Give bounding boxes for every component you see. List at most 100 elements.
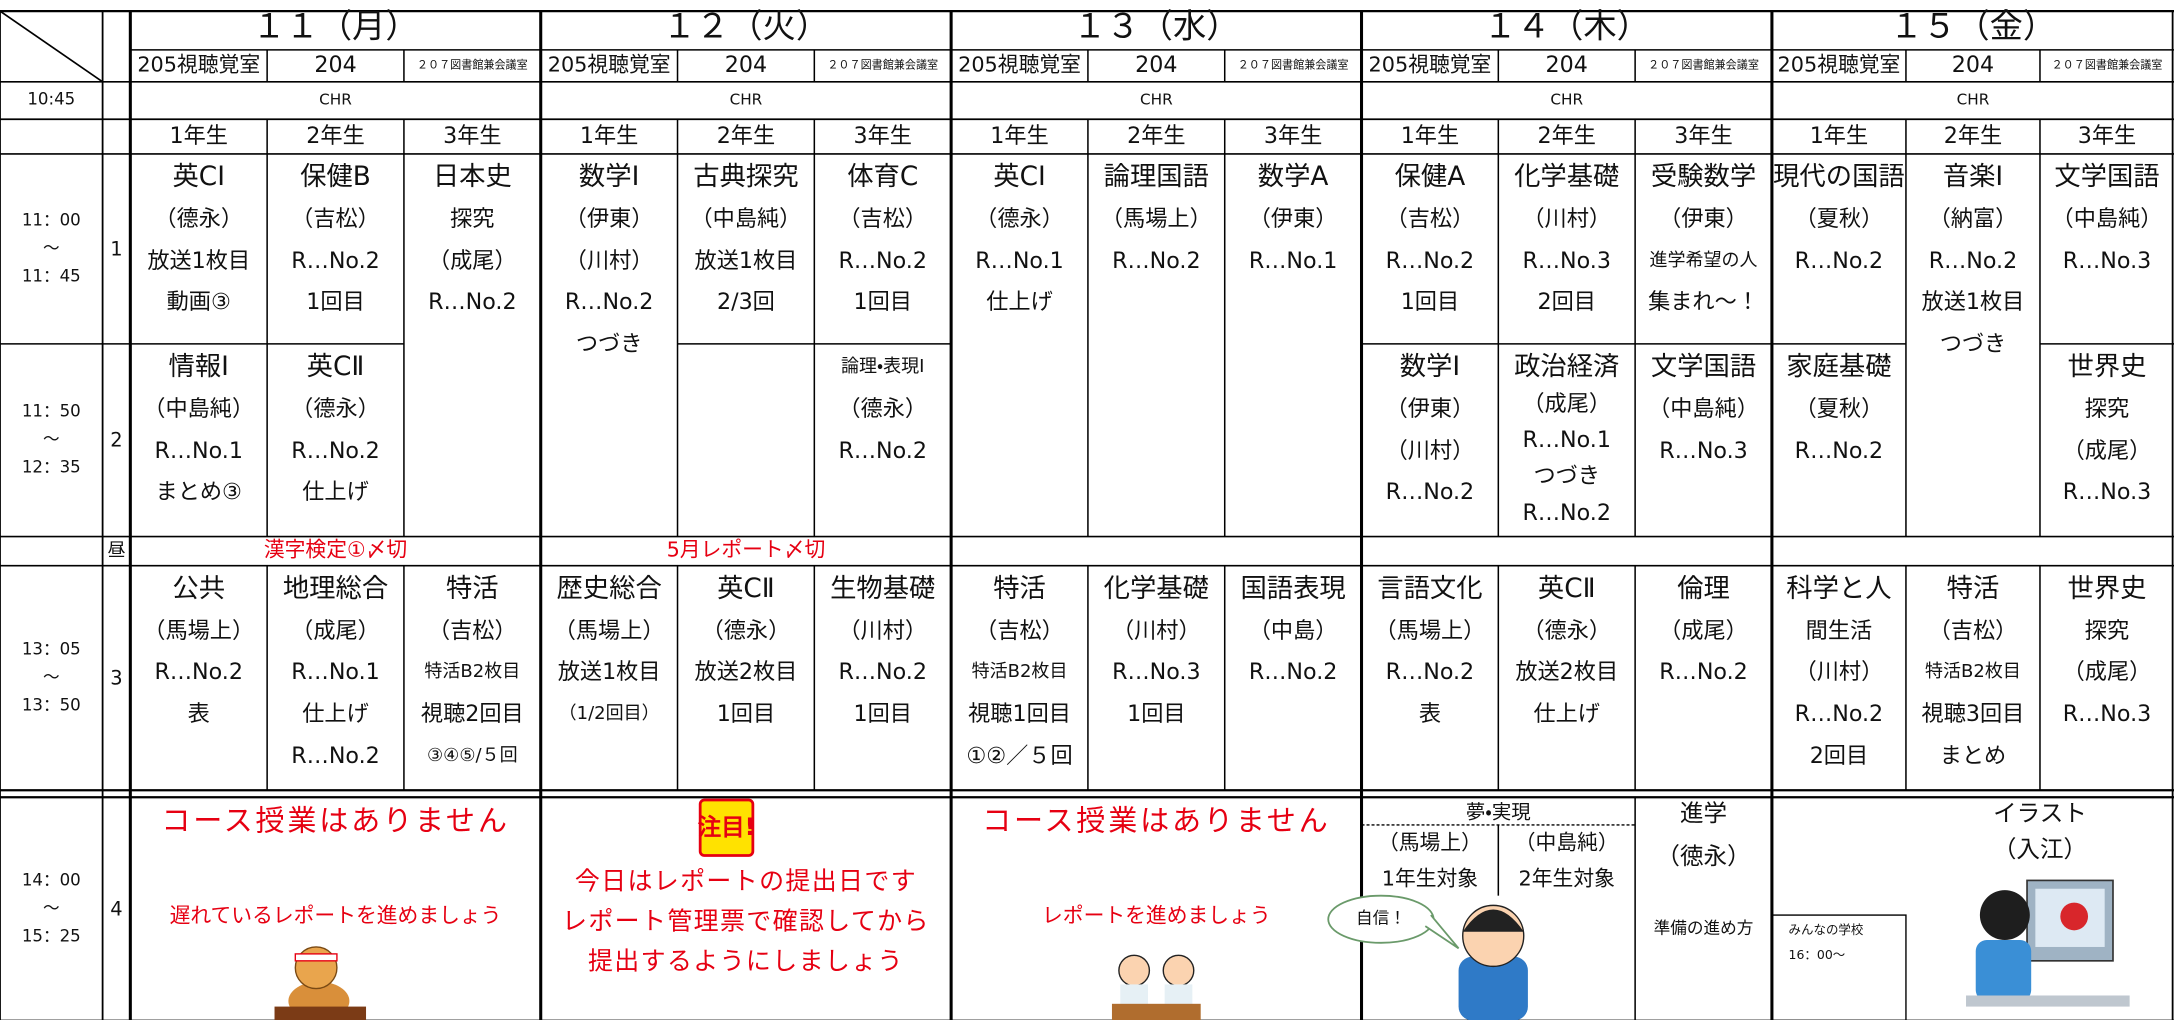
cell-text: 視聴2回目 (420, 700, 524, 727)
cell-text: 視聴1回目 (968, 700, 1071, 727)
cell-text: R…No.2 (1385, 479, 1475, 506)
room-label: 204 (1545, 52, 1588, 79)
cell-text: （中島純） (143, 395, 255, 422)
desk (1966, 995, 2130, 1007)
cell-text: 1回目 (716, 700, 776, 727)
cell-text: R…No.2 (1794, 700, 1884, 727)
headband (294, 953, 338, 962)
cell-text: （德永） (838, 395, 928, 422)
cell-text: 世界史 (2067, 574, 2147, 605)
teacher: （中島純） (1514, 830, 1619, 855)
room-label: ２０７図書館兼会議室 (827, 58, 939, 72)
cell-text: R…No.1 (1248, 247, 1338, 274)
cell-text: R…No.3 (2062, 700, 2152, 727)
cell-text: （夏秋） (1794, 395, 1884, 422)
cell-text: R…No.2 (1928, 247, 2018, 274)
cell-text: 数学Ⅰ (1399, 352, 1461, 383)
cell-text: 論理国語 (1103, 162, 1209, 193)
cell-text: （夏秋） (1794, 205, 1884, 232)
deadline-note: 5月レポート〆切 (666, 538, 826, 563)
cell-text: R…No.2 (291, 247, 380, 274)
cell-text: （德永） (975, 205, 1064, 232)
cell-text: 数学A (1257, 162, 1329, 193)
cell-text: 保健A (1394, 162, 1466, 193)
day-label: １５（金） (1889, 6, 2057, 46)
cell-text: 言語文化 (1377, 574, 1483, 605)
cell-text: （德永） (701, 617, 791, 644)
cell-text: 2/3回 (716, 289, 775, 316)
target: 1年生対象 (1381, 866, 1479, 891)
cell-text: 歴史総合 (556, 574, 662, 605)
cell-text: 英CⅡ (306, 352, 365, 383)
cell-text: （川村） (1794, 659, 1884, 686)
cell-text: （納富） (1928, 205, 2018, 232)
kid-head (1162, 954, 1195, 987)
cell-text: 情報Ⅰ (168, 352, 229, 383)
day-label: １３（水） (1073, 6, 1240, 46)
desk (1111, 1003, 1201, 1020)
cell-text: 英CⅡ (1537, 574, 1596, 605)
small-box (1771, 914, 1907, 1020)
cell-text: （成尾） (1659, 617, 1748, 644)
grade-label: 3年生 (1674, 122, 1733, 149)
cell-text: 特活 (1946, 574, 2000, 605)
cell-text: （馬場上） (553, 617, 665, 644)
cell-text: R…No.2 (291, 742, 380, 769)
cell-text: （伊東） (1659, 205, 1748, 232)
time-label: 11：50 (21, 402, 81, 422)
cell-text: （吉松） (975, 617, 1064, 644)
cell-text: 保健B (300, 162, 371, 193)
cell-text: つづき (575, 330, 643, 357)
teacher: （馬場上） (1377, 830, 1482, 855)
cell-text: R…No.2 (838, 659, 927, 686)
cell-text: 国語表現 (1240, 574, 1346, 605)
room-label: ２０７図書館兼会議室 (416, 58, 528, 72)
cell-text: （中島） (1248, 617, 1338, 644)
cell-text: R…No.3 (1112, 659, 1201, 686)
bubble-tail (1424, 914, 1460, 950)
room-label: 205視聴覚室 (1777, 52, 1901, 77)
person-head (1979, 890, 2030, 941)
time-label: ～ (42, 429, 60, 449)
time-label: 14：00 (21, 870, 81, 890)
cell-text: 探究 (2084, 617, 2130, 644)
cell-text: 科学と人 (1786, 574, 1892, 605)
cell-text: （1/2回目） (558, 703, 660, 725)
notice-text: 今日はレポートの提出日です (574, 866, 918, 896)
cell-text: R…No.2 (838, 247, 927, 274)
cell-text: 日本史 (432, 162, 512, 193)
cell-text: R…No.2 (838, 437, 927, 464)
cell-text: 放送2枚目 (694, 659, 798, 686)
chr-label: CHR (319, 90, 352, 109)
cell-text: （伊東） (1248, 205, 1338, 232)
cell-text: 特活B2枚目 (971, 661, 1068, 683)
time-label: 13：50 (21, 695, 81, 715)
cell-text: 古典探究 (693, 162, 799, 193)
cell-text: R…No.1 (975, 247, 1064, 274)
cell-text: R…No.2 (1248, 659, 1338, 686)
period-number: 1 (110, 237, 123, 261)
kid-body (1164, 984, 1193, 1007)
cell-text: （吉松） (291, 205, 380, 232)
cell-text: （川村） (1385, 437, 1475, 464)
cell-text: 論理・表現Ⅰ (840, 356, 925, 378)
cell-text: 特活B2枚目 (1925, 661, 2021, 683)
cell-text: 家庭基礎 (1786, 352, 1892, 383)
cell-text: 視聴3回目 (1921, 700, 2025, 727)
cell-text: まとめ (1939, 742, 2007, 769)
notice-text: 遅れているレポートを進めましょう (169, 904, 502, 929)
time-label: 10:45 (27, 89, 76, 109)
time-label: 15：25 (21, 926, 81, 946)
cell-text: （川村） (564, 247, 654, 274)
cell-text: 世界史 (2067, 352, 2147, 383)
room-label: 205視聴覚室 (1368, 52, 1492, 77)
day-label: １１（月） (252, 6, 419, 46)
cell-text: 化学基礎 (1103, 574, 1209, 605)
cell-text: 政治経済 (1514, 352, 1620, 383)
cell-text: 仕上げ (302, 700, 369, 727)
time-label: 13：05 (21, 639, 81, 659)
cell-text: （馬場上） (1100, 205, 1212, 232)
cell-text: 現代の国語 (1773, 162, 1905, 193)
cell-text: 生物基礎 (830, 574, 936, 605)
